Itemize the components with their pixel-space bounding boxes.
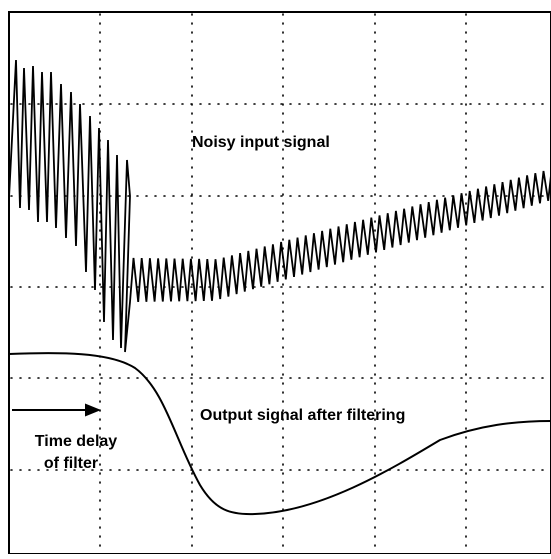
- plot-frame: [8, 11, 551, 555]
- time-delay-label-line2: of filter: [44, 455, 98, 472]
- input-signal-label: Noisy input signal: [192, 134, 330, 151]
- filtered-output-waveform: [8, 352, 551, 516]
- time-delay-label-line1: Time delay: [35, 433, 118, 450]
- noisy-input-waveform: [8, 59, 551, 353]
- time-delay-arrow: [12, 403, 101, 417]
- output-signal-label: Output signal after filtering: [200, 407, 405, 424]
